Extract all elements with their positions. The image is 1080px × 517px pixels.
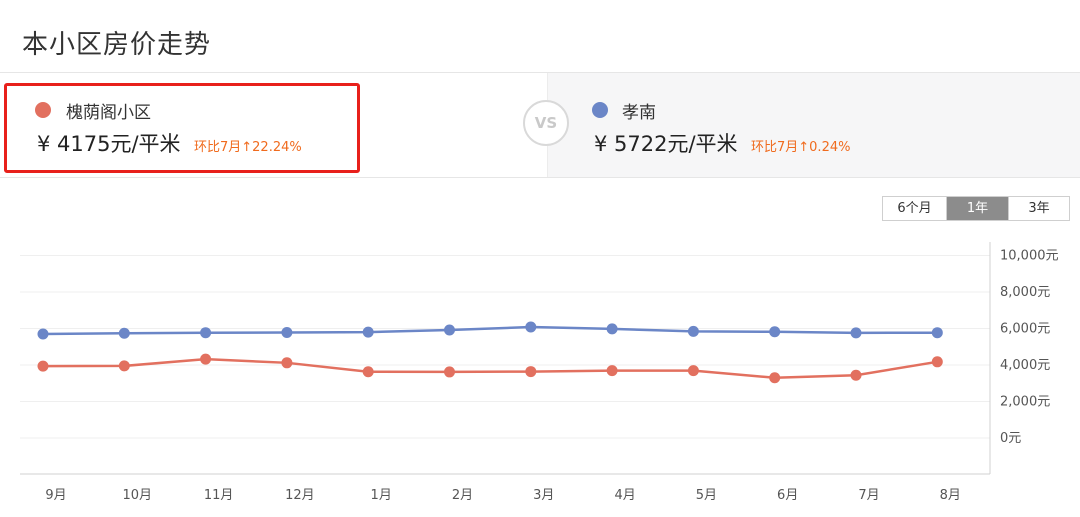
price-trend-chart: 0元 2,000元 4,000元 6,000元 8,000元 10,000元 9月 10月 11… [20, 242, 1059, 503]
data-point [687, 365, 699, 377]
comparison-bar [0, 72, 1080, 178]
left-area-name: 槐荫阁小区 [66, 103, 151, 123]
data-point [118, 360, 130, 372]
series-line-0 [42, 325, 938, 336]
x-tick-label: 11月 [204, 488, 234, 503]
x-tick-label: 8月 [940, 488, 961, 503]
data-point [200, 353, 212, 365]
data-point [606, 365, 618, 377]
x-tick-label: 4月 [614, 488, 635, 503]
y-tick-label: 0元 [1000, 431, 1021, 446]
data-point [769, 326, 781, 338]
right-area-change: 环比7月↑0.24% [751, 140, 851, 155]
data-point [525, 321, 537, 333]
comparison-left-panel [0, 73, 547, 177]
data-point [525, 366, 537, 378]
time-range-selector: 6个月 1年 3年 [882, 196, 1070, 221]
data-point [931, 356, 943, 368]
data-point [850, 369, 862, 381]
x-tick-label: 7月 [858, 488, 879, 503]
range-3-years-button[interactable]: 3年 [1009, 197, 1069, 220]
y-tick-label: 10,000元 [1000, 249, 1059, 264]
data-point [118, 327, 130, 339]
left-area-color-dot-icon [35, 102, 51, 118]
data-point [769, 372, 781, 384]
range-1-year-button[interactable]: 1年 [947, 197, 1009, 220]
left-area-price: ¥ 4175元/平米 [37, 132, 181, 156]
x-tick-label: 12月 [285, 488, 315, 503]
data-point [281, 357, 293, 369]
x-tick-label: 2月 [452, 488, 473, 503]
data-point [850, 327, 862, 339]
data-point [931, 327, 943, 339]
y-tick-label: 8,000元 [1000, 285, 1050, 300]
data-point [444, 366, 455, 378]
data-point [362, 326, 374, 338]
data-point [444, 324, 455, 336]
data-point [200, 327, 212, 339]
y-tick-label: 4,000元 [1000, 358, 1050, 373]
series-line-1 [42, 357, 938, 380]
data-point [281, 327, 293, 339]
x-tick-label: 1月 [371, 488, 392, 503]
data-point [687, 325, 699, 337]
data-point [37, 360, 49, 372]
right-area-color-dot-icon [592, 102, 608, 118]
x-tick-label: 10月 [123, 488, 153, 503]
x-tick-label: 9月 [45, 488, 66, 503]
right-area-name: 孝南 [622, 103, 656, 123]
y-tick-label: 6,000元 [1000, 322, 1050, 337]
y-tick-label: 2,000元 [1000, 395, 1050, 410]
highlight-box [4, 83, 360, 173]
right-area-price: ¥ 5722元/平米 [594, 132, 738, 156]
data-point [362, 366, 374, 378]
data-point [606, 323, 618, 335]
x-tick-label: 6月 [777, 488, 798, 503]
x-tick-label: 5月 [696, 488, 717, 503]
vs-badge: VS [523, 100, 569, 146]
left-area-change: 环比7月↑22.24% [194, 140, 302, 155]
x-tick-label: 3月 [533, 488, 554, 503]
range-6-months-button[interactable]: 6个月 [883, 197, 947, 220]
comparison-right-panel [547, 73, 1080, 177]
data-point [37, 328, 49, 340]
page-title: 本小区房价走势 [22, 30, 212, 60]
